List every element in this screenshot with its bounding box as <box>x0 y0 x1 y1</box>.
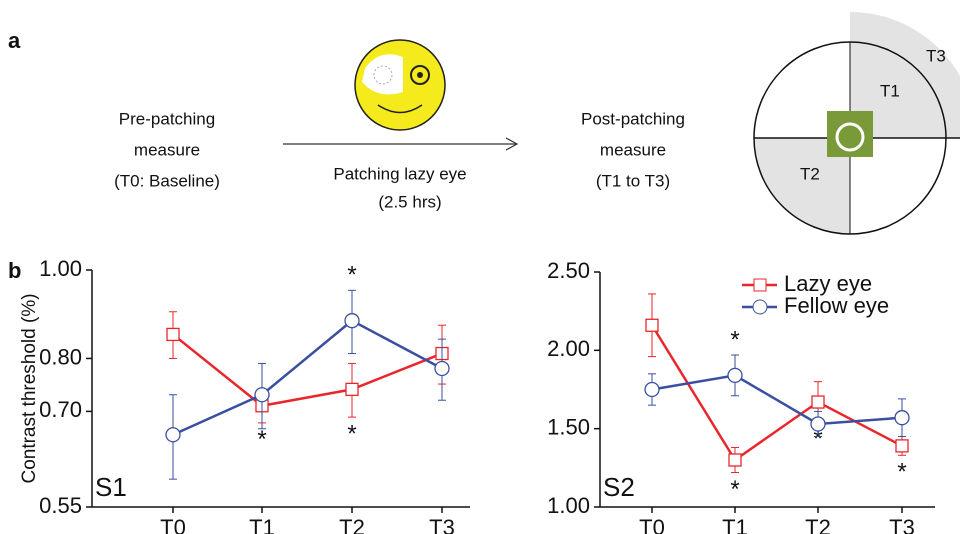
significance: * <box>347 262 356 289</box>
marker <box>811 417 825 431</box>
patching-text: Patching lazy eye <box>333 164 466 183</box>
marker <box>166 428 180 442</box>
panel-label: S2 <box>603 472 635 502</box>
y-tick-label: 2.00 <box>547 336 590 361</box>
marker <box>728 368 742 382</box>
post-text: measure <box>600 140 666 159</box>
marker <box>812 396 824 408</box>
series-line <box>652 325 902 460</box>
series-line <box>173 334 442 405</box>
series-line <box>652 375 902 424</box>
marker <box>729 454 741 466</box>
marker <box>896 440 908 452</box>
significance: * <box>347 420 356 447</box>
pre-text: (T0: Baseline) <box>114 171 220 190</box>
y-tick-label: 1.50 <box>547 414 590 439</box>
legend-marker <box>753 300 767 314</box>
series-line <box>173 321 442 435</box>
panel-label: b <box>8 258 21 283</box>
marker <box>345 314 359 328</box>
panel-label: S1 <box>95 472 127 502</box>
legend-label: Fellow eye <box>784 293 889 318</box>
y-tick-label: 2.50 <box>547 258 590 283</box>
x-tick-label: T0 <box>639 515 665 534</box>
marker <box>895 411 909 425</box>
y-tick-label: 1.00 <box>39 256 82 281</box>
pre-text: measure <box>134 140 200 159</box>
marker <box>646 319 658 331</box>
significance: * <box>257 426 266 453</box>
clock-label: T3 <box>926 46 946 65</box>
marker <box>435 361 449 375</box>
y-tick-label: 0.70 <box>39 397 82 422</box>
post-text: (T1 to T3) <box>596 171 670 190</box>
marker <box>255 388 269 402</box>
x-tick-label: T3 <box>889 515 915 534</box>
clock-label: T1 <box>880 81 900 100</box>
pre-text: Pre-patching <box>119 109 215 128</box>
x-tick-label: T1 <box>249 515 275 534</box>
y-tick-label: 0.80 <box>39 344 82 369</box>
marker <box>645 383 659 397</box>
patching-text: (2.5 hrs) <box>378 192 441 211</box>
legend-marker <box>754 279 766 291</box>
figure: a b Pre-patching measure (T0: Baseline) … <box>0 0 960 534</box>
marker <box>346 383 358 395</box>
x-tick-label: T1 <box>722 515 748 534</box>
x-tick-label: T2 <box>339 515 365 534</box>
clock-diagram <box>754 12 960 234</box>
y-axis-label: Contrast threshold (%) <box>19 293 40 483</box>
y-tick-label: 0.55 <box>39 493 82 518</box>
y-tick-label: 1.00 <box>547 493 590 518</box>
marker <box>167 328 179 340</box>
significance: * <box>730 326 739 353</box>
panel-label: a <box>8 28 21 53</box>
significance: * <box>897 459 906 486</box>
x-tick-label: T0 <box>160 515 186 534</box>
x-tick-label: T2 <box>805 515 831 534</box>
clock-label: T2 <box>800 164 820 183</box>
significance: * <box>730 476 739 503</box>
x-tick-label: T3 <box>429 515 455 534</box>
smiley <box>355 40 445 130</box>
post-text: Post-patching <box>581 109 685 128</box>
